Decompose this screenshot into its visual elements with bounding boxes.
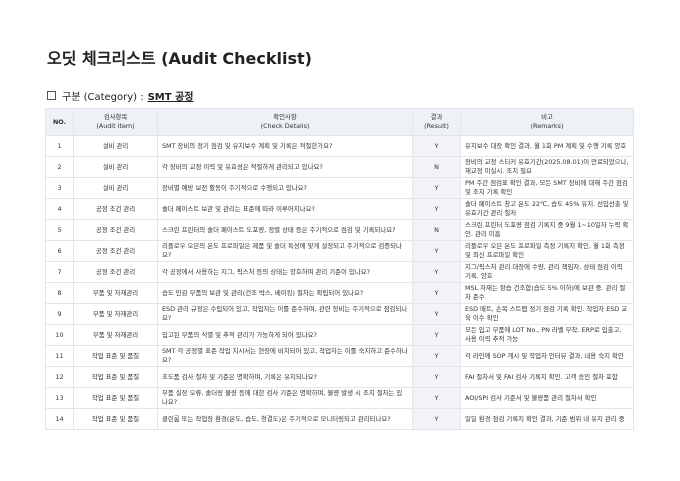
category-value: SMT 공정 <box>147 92 194 103</box>
cell-no: 14 <box>45 408 74 430</box>
cell-result: Y <box>412 324 461 346</box>
cell-no: 8 <box>45 282 74 304</box>
audit-checklist-table: NO. 검사항목 (Audit Item) 확인사항 (Check Details)… <box>45 108 634 430</box>
table-row: 10 부품 및 자재관리 입고된 부품의 식별 및 추적 관리가 가능하게 되어 있… <box>45 324 634 346</box>
cell-no: 7 <box>45 261 74 283</box>
cell-audit-item: 설비 관리 <box>73 177 158 199</box>
cell-remarks: AOI/SPI 검사 기준서 및 불량품 관리 절차서 확인 <box>460 387 634 409</box>
cell-result: Y <box>412 198 461 220</box>
cell-audit-item: 작업 표준 및 품질 <box>73 408 158 430</box>
cell-remarks: 모든 입고 부품에 LOT No., PN 라벨 부착. ERP로 입출고, 사… <box>460 324 634 346</box>
cell-audit-item: 공정 조건 관리 <box>73 219 158 241</box>
table-row: 5 공정 조건 관리 스크린 프린터의 솔더 페이스트 도포량, 정렬 상태 등은 … <box>45 219 634 241</box>
cell-no: 3 <box>45 177 74 199</box>
cell-audit-item: 공정 조건 관리 <box>73 261 158 283</box>
cell-remarks: 일일 환경 점검 기록지 확인 결과, 기준 범위 내 유지 관리 중 <box>460 408 634 430</box>
cell-check-details: 솔더 페이스트 보관 및 관리는 표준에 따라 이루어지나요? <box>157 198 413 220</box>
cell-no: 1 <box>45 135 74 157</box>
cell-check-details: 스크린 프린터의 솔더 페이스트 도포량, 정렬 상태 등은 주기적으로 점검 … <box>157 219 413 241</box>
cell-result: Y <box>412 135 461 157</box>
cell-audit-item: 부품 및 자재관리 <box>73 324 158 346</box>
header-no: NO. <box>45 108 74 136</box>
cell-check-details: 습도 민감 부품의 보관 및 관리(건조 박스, 베이킹) 절차는 확립되어 있… <box>157 282 413 304</box>
cell-audit-item: 작업 표준 및 품질 <box>73 345 158 367</box>
cell-check-details: 각 장비의 교정 이력 및 유효성은 적절하게 관리되고 있나요? <box>157 156 413 178</box>
cell-audit-item: 공정 조건 관리 <box>73 240 158 262</box>
table-row: 14 작업 표준 및 품질 클린룸 또는 작업장 환경(온도, 습도, 청결도)은 … <box>45 408 634 430</box>
cell-result: Y <box>412 366 461 388</box>
table-row: 9 부품 및 자재관리 ESD 관리 규정은 수립되어 있고, 작업자는 이를 준수… <box>45 303 634 325</box>
cell-remarks: 장비의 교정 스티커 유효기간(2025.08.01)이 만료되었으나, 재교정… <box>460 156 634 178</box>
cell-check-details: 초도품 검사 절차 및 기준은 명확하며, 기록은 유지되나요? <box>157 366 413 388</box>
page-title: 오딧 체크리스트 (Audit Checklist) <box>47 49 312 68</box>
cell-result: Y <box>412 303 461 325</box>
table-row: 12 작업 표준 및 품질 초도품 검사 절차 및 기준은 명확하며, 기록은 유지… <box>45 366 634 388</box>
table-row: 8 부품 및 자재관리 습도 민감 부품의 보관 및 관리(건조 박스, 베이킹) … <box>45 282 634 304</box>
cell-remarks: MSL 자재는 항습 건조함(습도 5% 이하)에 보관 중. 관리 절차 준수 <box>460 282 634 304</box>
cell-remarks: ESD 매트, 손목 스트랩 정기 점검 기록 확인. 작업자 ESD 교육 이… <box>460 303 634 325</box>
cell-result: Y <box>412 177 461 199</box>
header-audit-item: 검사항목 (Audit Item) <box>73 108 158 136</box>
cell-check-details: SMT 장비의 정기 점검 및 유지보수 계획 및 기록은 적절한가요? <box>157 135 413 157</box>
table-row: 13 작업 표준 및 품질 부품 실장 오류, 솔더링 불량 등에 대한 검사 기준… <box>45 387 634 409</box>
checkbox-icon <box>47 91 56 100</box>
cell-no: 5 <box>45 219 74 241</box>
table-header-row: NO. 검사항목 (Audit Item) 확인사항 (Check Details)… <box>45 108 634 136</box>
cell-check-details: 부품 실장 오류, 솔더링 불량 등에 대한 검사 기준은 명확하며, 불량 발… <box>157 387 413 409</box>
cell-audit-item: 부품 및 자재관리 <box>73 282 158 304</box>
cell-check-details: 입고된 부품의 식별 및 추적 관리가 가능하게 되어 있나요? <box>157 324 413 346</box>
cell-result: N <box>412 156 461 178</box>
cell-remarks: FAI 절차서 및 FAI 검사 기록지 확인. 고객 승인 절차 포함 <box>460 366 634 388</box>
cell-result: Y <box>412 387 461 409</box>
table-row: 11 작업 표준 및 품질 SMT 각 공정별 표준 작업 지시서는 현장에 비치되… <box>45 345 634 367</box>
cell-result: Y <box>412 282 461 304</box>
cell-audit-item: 설비 관리 <box>73 135 158 157</box>
cell-result: Y <box>412 240 461 262</box>
cell-remarks: 리플로우 오븐 온도 프로파일 측정 기록지 확인, 월 1회 측정 및 최신 … <box>460 240 634 262</box>
cell-remarks: PM 주간 점검표 확인 결과, 모든 SMT 장비에 대해 주간 점검 및 조… <box>460 177 634 199</box>
cell-remarks: 유지보수 대장 확인 결과, 월 1회 PM 계획 및 수행 기록 양호 <box>460 135 634 157</box>
table-row: 6 공정 조건 관리 리플로우 오븐의 온도 프로파일은 제품 및 솔더 특성에 맞… <box>45 240 634 262</box>
cell-audit-item: 부품 및 자재관리 <box>73 303 158 325</box>
cell-no: 4 <box>45 198 74 220</box>
cell-remarks: 스크린 프린터 도포량 점검 기록지 중 9월 1~10일자 누락 확인. 관리… <box>460 219 634 241</box>
header-result: 결과 (Result) <box>412 108 461 136</box>
cell-no: 6 <box>45 240 74 262</box>
cell-audit-item: 설비 관리 <box>73 156 158 178</box>
table-row: 3 설비 관리 장비별 예방 보전 활동이 주기적으로 수행되고 있나요? Y PM 주… <box>45 177 634 199</box>
table-row: 7 공정 조건 관리 각 공정에서 사용하는 지그, 픽스처 등의 상태는 양호하며… <box>45 261 634 283</box>
cell-result: Y <box>412 345 461 367</box>
cell-audit-item: 공정 조건 관리 <box>73 198 158 220</box>
cell-remarks: 각 라인에 SOP 게시 및 작업자 인터뷰 결과, 내용 숙지 확인 <box>460 345 634 367</box>
cell-check-details: ESD 관리 규정은 수립되어 있고, 작업자는 이를 준수하며, 관련 장비는… <box>157 303 413 325</box>
cell-audit-item: 작업 표준 및 품질 <box>73 387 158 409</box>
cell-no: 2 <box>45 156 74 178</box>
cell-check-details: 클린룸 또는 작업장 환경(온도, 습도, 청결도)은 주기적으로 모니터링되고… <box>157 408 413 430</box>
table-row: 1 설비 관리 SMT 장비의 정기 점검 및 유지보수 계획 및 기록은 적절한가… <box>45 135 634 157</box>
cell-no: 10 <box>45 324 74 346</box>
table-row: 2 설비 관리 각 장비의 교정 이력 및 유효성은 적절하게 관리되고 있나요? N… <box>45 156 634 178</box>
cell-result: N <box>412 219 461 241</box>
cell-check-details: 각 공정에서 사용하는 지그, 픽스처 등의 상태는 양호하며 관리 기준이 있… <box>157 261 413 283</box>
cell-no: 12 <box>45 366 74 388</box>
category-line: 구분 (Category) : SMT 공정 <box>47 88 193 103</box>
cell-result: Y <box>412 408 461 430</box>
category-label: 구분 (Category) : <box>62 92 144 103</box>
cell-check-details: 장비별 예방 보전 활동이 주기적으로 수행되고 있나요? <box>157 177 413 199</box>
cell-result: Y <box>412 261 461 283</box>
table-row: 4 공정 조건 관리 솔더 페이스트 보관 및 관리는 표준에 따라 이루어지나요?… <box>45 198 634 220</box>
cell-check-details: 리플로우 오븐의 온도 프로파일은 제품 및 솔더 특성에 맞게 설정되고 주기… <box>157 240 413 262</box>
cell-remarks: 지그/픽스처 관리 대장에 수량, 관리 책임자, 상태 점검 이력 기록. 양… <box>460 261 634 283</box>
cell-audit-item: 작업 표준 및 품질 <box>73 366 158 388</box>
header-remarks: 비고 (Remarks) <box>460 108 634 136</box>
cell-check-details: SMT 각 공정별 표준 작업 지시서는 현장에 비치되어 있고, 작업자는 이… <box>157 345 413 367</box>
header-check-details: 확인사항 (Check Details) <box>157 108 413 136</box>
cell-remarks: 솔더 페이스트 창고 온도 22℃, 습도 45% 유지. 선입선출 및 유효기… <box>460 198 634 220</box>
cell-no: 9 <box>45 303 74 325</box>
cell-no: 13 <box>45 387 74 409</box>
cell-no: 11 <box>45 345 74 367</box>
